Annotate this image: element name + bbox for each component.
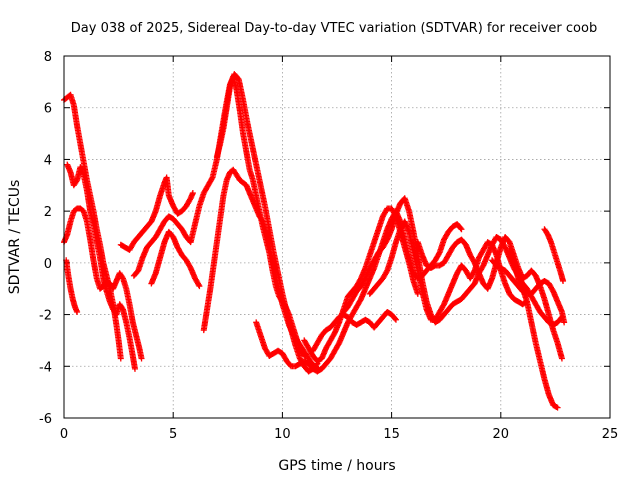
series-arc16 (506, 246, 561, 411)
chart-title: Day 038 of 2025, Sidereal Day-to-day VTE… (71, 21, 597, 36)
y-tick-label: 0 (44, 257, 52, 272)
data-point-marker (458, 226, 465, 233)
x-tick-label: 25 (602, 427, 619, 442)
data-point-marker (554, 404, 561, 411)
ticks: 0 5 10 15 20 25 -6 -4 -2 0 2 4 6 8 (39, 50, 618, 442)
data-series (61, 71, 568, 411)
data-point-marker (74, 308, 81, 315)
y-tick-label: -4 (39, 360, 52, 375)
data-point-marker (435, 250, 442, 257)
series-arc5 (117, 174, 196, 253)
x-axis-label: GPS time / hours (278, 458, 395, 474)
series-arc17 (489, 257, 568, 326)
data-point-marker (208, 175, 215, 182)
series-arc14 (366, 218, 531, 323)
data-point-marker (561, 319, 568, 326)
series-arc4 (63, 257, 81, 315)
series-arc2 (64, 161, 138, 372)
data-point-marker (457, 225, 464, 232)
data-point-marker (196, 283, 203, 290)
y-tick-label: 4 (44, 153, 52, 168)
data-point-marker (301, 352, 308, 359)
data-point-marker (117, 355, 124, 362)
x-tick-label: 0 (60, 427, 68, 442)
data-point-marker (119, 274, 126, 281)
series-arc3 (61, 205, 145, 362)
x-tick-label: 10 (274, 427, 291, 442)
y-tick-label: 2 (44, 205, 52, 220)
data-point-marker (392, 316, 399, 323)
series-arc15 (414, 234, 565, 362)
data-point-marker (131, 365, 138, 372)
series-arc18 (541, 226, 567, 284)
data-point-marker (560, 277, 567, 284)
series-arc7 (148, 228, 203, 290)
data-point-marker (119, 305, 126, 312)
data-point-marker (558, 355, 565, 362)
data-point-marker (195, 281, 202, 288)
data-point-marker (302, 352, 309, 359)
y-axis-label: SDTVAR / TECUs (7, 180, 23, 295)
x-tick-label: 5 (169, 427, 177, 442)
data-point-marker (73, 178, 80, 185)
data-point-marker (392, 315, 399, 322)
series-arc9 (213, 73, 309, 359)
data-point-marker (414, 290, 421, 297)
data-point-marker (189, 190, 196, 197)
y-tick-label: 6 (44, 102, 52, 117)
x-tick-label: 20 (493, 427, 510, 442)
x-tick-label: 15 (383, 427, 400, 442)
plot-frame (63, 55, 611, 419)
y-tick-label: -6 (39, 412, 52, 427)
y-tick-label: -2 (39, 309, 52, 324)
series-arc12 (309, 308, 399, 354)
data-point-marker (138, 355, 145, 362)
y-tick-label: 8 (44, 50, 52, 65)
data-point-marker (383, 268, 390, 275)
